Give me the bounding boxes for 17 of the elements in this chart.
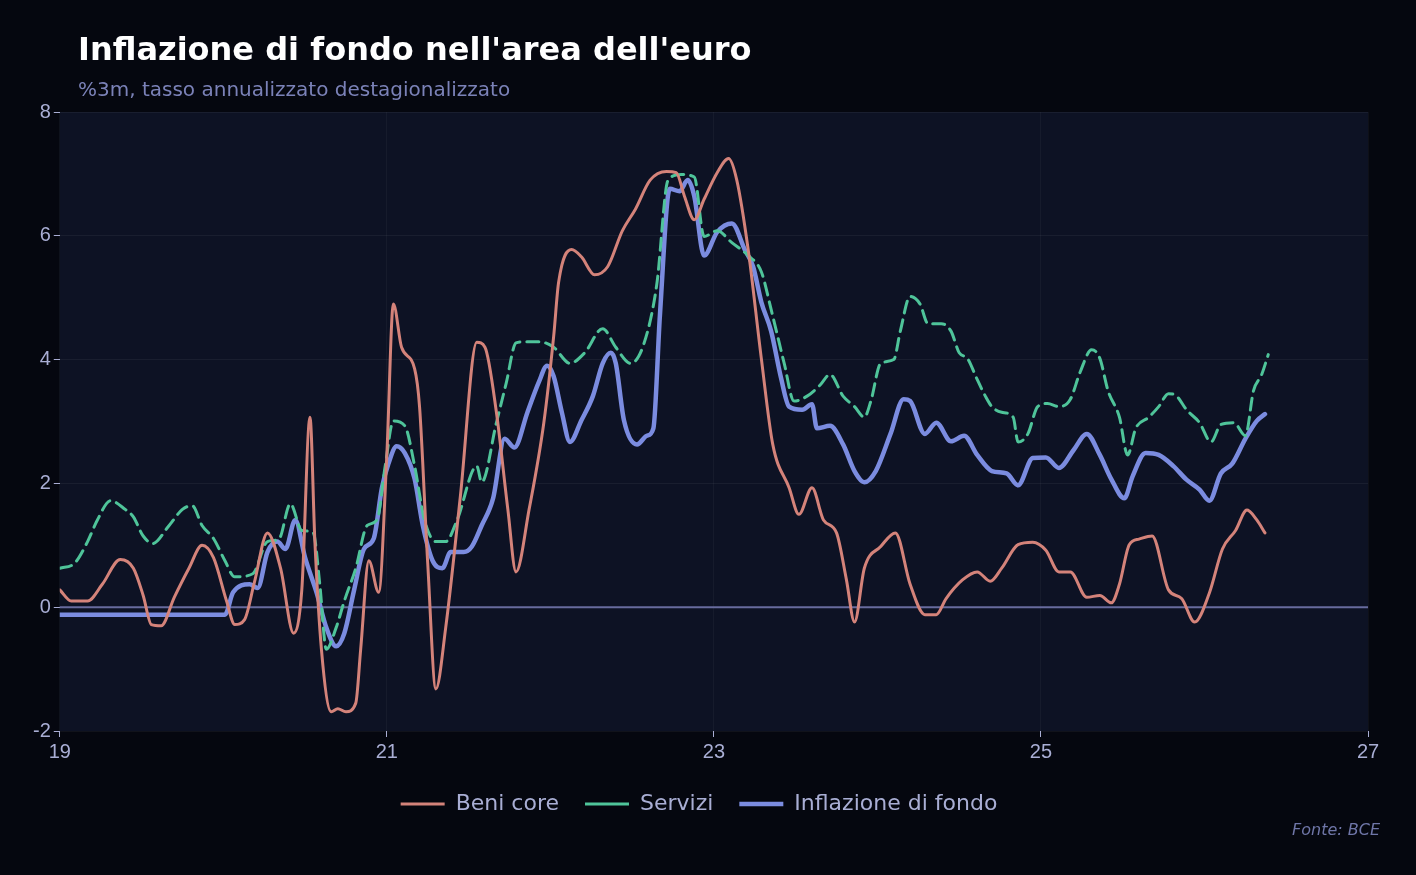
legend-label: Beni core (455, 789, 560, 815)
y-tick-label: 2 (39, 470, 51, 493)
y-tick-label: 6 (39, 223, 51, 246)
chart-title: Inflazione di fondo nell'area dell'euro (78, 30, 752, 68)
y-tick-label: 0 (39, 594, 51, 617)
x-tick-label: 25 (1029, 739, 1053, 762)
source-note: Fonte: BCE (1292, 820, 1380, 839)
y-tick-label: 4 (39, 347, 51, 370)
x-tick-label: 23 (702, 739, 726, 762)
legend-label: Servizi (639, 789, 714, 815)
x-tick-label: 27 (1356, 739, 1380, 762)
x-tick-label: 19 (48, 739, 71, 762)
chart-subtitle: %3m, tasso annualizzato destagionalizzato (78, 77, 511, 101)
y-tick-label: 8 (39, 99, 51, 122)
legend-label: Inflazione di fondo (794, 789, 998, 815)
y-tick-label: -2 (32, 718, 51, 741)
x-tick-label: 21 (375, 739, 398, 762)
